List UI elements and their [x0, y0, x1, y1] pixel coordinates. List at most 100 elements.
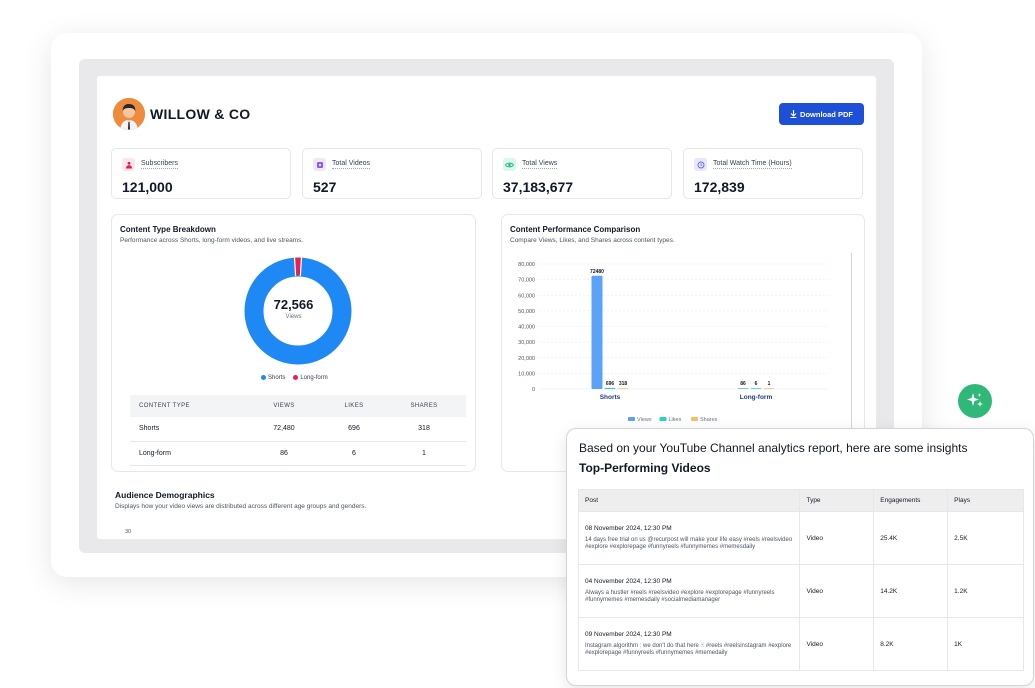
- donut-legend: Shorts Long-form: [261, 375, 328, 381]
- legend-swatch: [628, 417, 635, 421]
- plays-cell: 1.2K: [947, 564, 1024, 618]
- plays-cell: 2.5K: [947, 511, 1024, 565]
- legend-item-long-form[interactable]: Long-form: [293, 375, 328, 381]
- stat-value: 121,000: [122, 179, 173, 195]
- table-row: Long-form 86 6 1: [130, 441, 466, 466]
- insights-title: Top-Performing Videos: [579, 461, 711, 475]
- donut-chart: [244, 256, 352, 365]
- ai-insights-button[interactable]: [958, 384, 992, 418]
- y-tick-label: 70,000: [518, 278, 535, 284]
- insights-intro: Based on your YouTube Channel analytics …: [579, 441, 968, 455]
- post-date: 09 November 2024, 12:30 PM: [585, 630, 672, 638]
- audience-subtitle: Displays how your video views are distri…: [115, 503, 367, 510]
- table-cell: 696: [326, 417, 382, 442]
- column-header: SHARES: [382, 395, 466, 417]
- donut-center-value: 72,566: [273, 297, 314, 312]
- stat-label: Total Videos: [332, 160, 371, 169]
- table-cell: 6: [326, 441, 382, 466]
- post-cell: 09 November 2024, 12:30 PM Instagram alg…: [577, 617, 801, 671]
- download-pdf-button[interactable]: Download PDF: [779, 103, 864, 125]
- panel-title: Content Type Breakdown: [120, 225, 216, 234]
- post-date: 08 November 2024, 12:30 PM: [585, 524, 672, 532]
- y-tick-label: 20,000: [518, 356, 535, 362]
- audience-axis-tick: 30: [125, 529, 132, 535]
- plays-cell: 1K: [947, 617, 1024, 671]
- stat-card-total-videos: Total Videos 527: [302, 148, 482, 199]
- sparkle-icon: [967, 393, 983, 407]
- clock-icon: [694, 158, 707, 171]
- bar-data-label: 318: [619, 381, 628, 387]
- bar-shorts-views[interactable]: [591, 275, 603, 389]
- bar-shorts-likes[interactable]: [604, 387, 616, 389]
- download-icon: [790, 110, 797, 118]
- subscribers-icon: [122, 158, 135, 171]
- post-cell: 04 November 2024, 12:30 PM Always a hust…: [577, 564, 801, 618]
- bar-data-label: 6: [755, 381, 758, 387]
- stat-card-subscribers: Subscribers 121,000: [111, 148, 291, 199]
- panel-subtitle: Performance across Shorts, long-form vid…: [120, 237, 304, 244]
- y-tick-label: 0: [532, 387, 535, 393]
- stat-card-total-views: Total Views 37,183,677: [492, 148, 672, 199]
- bar-long-form-shares[interactable]: [763, 388, 775, 389]
- donut-segment-long-form[interactable]: [295, 257, 301, 276]
- column-header: CONTENT TYPE: [130, 395, 242, 417]
- legend-label: Likes: [669, 417, 682, 423]
- legend-swatch: [691, 417, 698, 421]
- post-cell: 08 November 2024, 12:30 PM 14 days free …: [577, 511, 801, 565]
- legend-label: Shares: [700, 417, 718, 423]
- table-row[interactable]: 08 November 2024, 12:30 PM 14 days free …: [577, 511, 1024, 565]
- table-cell: 318: [382, 417, 466, 442]
- column-header: LIKES: [326, 395, 382, 417]
- bar-long-form-likes[interactable]: [750, 388, 762, 389]
- table-row[interactable]: 09 November 2024, 12:30 PM Instagram alg…: [577, 617, 1024, 671]
- table-cell: 72,480: [242, 417, 326, 442]
- stat-value: 37,183,677: [503, 179, 574, 195]
- engagements-cell: 25.4K: [873, 511, 949, 565]
- video-icon: [313, 158, 326, 171]
- x-tick-label: Long-form: [740, 394, 773, 401]
- x-tick-label: Shorts: [600, 394, 621, 401]
- table-cell: 1: [382, 441, 466, 466]
- brand-name: WILLOW & CO: [150, 106, 251, 122]
- stat-value: 527: [313, 179, 337, 195]
- brand-header: WILLOW & CO: [113, 98, 251, 130]
- donut-center-label: Views: [285, 314, 302, 320]
- avatar: [113, 98, 145, 130]
- panel-subtitle: Compare Views, Likes, and Shares across …: [510, 237, 675, 244]
- y-tick-label: 60,000: [518, 293, 535, 299]
- top-videos-table: Post Type Engagements Plays 08 November …: [577, 489, 1024, 671]
- content-type-table: CONTENT TYPE VIEWS LIKES SHARES Shorts 7…: [130, 395, 466, 466]
- engagements-cell: 8.2K: [873, 617, 949, 671]
- panel-title: Content Performance Comparison: [510, 225, 641, 234]
- y-tick-label: 10,000: [518, 371, 535, 377]
- bar-data-label: 1: [768, 381, 771, 387]
- post-caption: Instagram algorithm : we don't do that h…: [585, 642, 792, 657]
- column-header: Type: [799, 489, 875, 512]
- insights-panel: Based on your YouTube Channel analytics …: [566, 428, 1034, 686]
- stat-value: 172,839: [694, 179, 745, 195]
- y-tick-label: 50,000: [518, 309, 535, 315]
- y-tick-label: 30,000: [518, 340, 535, 346]
- post-date: 04 November 2024, 12:30 PM: [585, 577, 672, 585]
- y-tick-label: 80,000: [518, 262, 535, 268]
- type-cell: Video: [799, 511, 875, 565]
- stat-card-watch-time: Total Watch Time (Hours) 172,839: [683, 148, 863, 199]
- column-header: Plays: [947, 489, 1024, 512]
- engagements-cell: 14.2K: [873, 564, 949, 618]
- scrollbar-track[interactable]: [851, 253, 852, 428]
- table-row[interactable]: 04 November 2024, 12:30 PM Always a hust…: [577, 564, 1024, 618]
- table-row: Shorts 72,480 696 318: [130, 417, 466, 442]
- download-pdf-label: Download PDF: [800, 109, 853, 119]
- legend-label: Views: [637, 417, 652, 423]
- post-caption: 14 days free trial on us @recurpost will…: [585, 536, 793, 551]
- bar-data-label: 696: [606, 381, 615, 387]
- bar-long-form-views[interactable]: [737, 388, 749, 389]
- y-tick-label: 40,000: [518, 325, 535, 331]
- column-header: Post: [577, 489, 801, 512]
- stat-label: Subscribers: [141, 160, 178, 169]
- avatar-illustration-icon: [113, 98, 145, 130]
- bar-shorts-shares[interactable]: [617, 388, 629, 389]
- legend-item-shorts[interactable]: Shorts: [261, 375, 285, 381]
- audience-title: Audience Demographics: [115, 490, 215, 500]
- stat-label: Total Views: [522, 160, 558, 169]
